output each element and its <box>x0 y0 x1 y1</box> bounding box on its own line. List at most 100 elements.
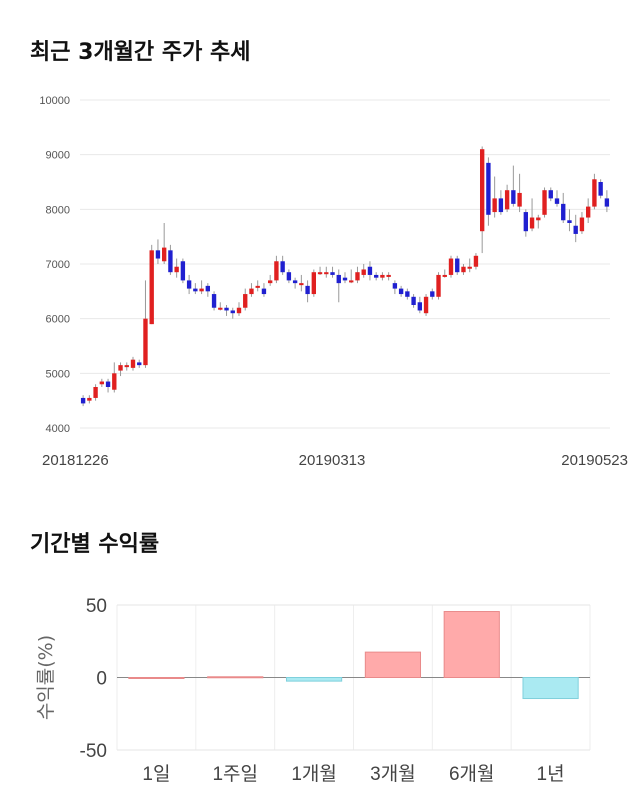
candle <box>561 203 566 221</box>
candle <box>168 250 173 273</box>
y-tick-label: 8000 <box>46 204 70 216</box>
candle <box>542 190 547 215</box>
returns-bar-chart: 50 0 -50 1일 1주일 1개월 3개월 6개월 1년 수익률(%) <box>35 596 591 785</box>
candle <box>311 272 317 295</box>
candle <box>305 285 310 295</box>
candle <box>349 280 354 283</box>
candle <box>193 288 198 292</box>
candle <box>249 288 254 295</box>
y-tick-label: 5000 <box>46 368 70 380</box>
candle <box>598 182 603 196</box>
candle <box>455 258 460 273</box>
candle <box>361 269 366 275</box>
candle <box>355 272 360 281</box>
period-returns-title: 기간별 수익률 <box>30 532 160 557</box>
candle <box>517 192 522 207</box>
candle <box>186 280 192 289</box>
candle <box>342 277 348 281</box>
x-tick-label: 1개월 <box>291 763 337 785</box>
candle <box>573 225 578 234</box>
candle <box>548 190 553 199</box>
bar <box>522 677 579 700</box>
candle <box>80 397 86 404</box>
candle <box>430 291 435 297</box>
x-tick-label: 20181226 <box>42 452 109 469</box>
candle <box>236 307 242 314</box>
y-tick-label: 7000 <box>46 259 70 271</box>
x-tick-label: 20190523 <box>561 452 628 469</box>
candlestick-chart: 10000 9000 8000 7000 6000 5000 4000 20181226 201… <box>39 95 628 469</box>
candle <box>218 307 223 310</box>
candle <box>523 212 529 232</box>
candle <box>87 397 92 401</box>
bar <box>443 611 500 678</box>
x-tick-label: 20190313 <box>299 452 366 469</box>
candle <box>224 307 229 311</box>
candle <box>367 266 373 275</box>
candle <box>467 266 472 269</box>
candle <box>93 387 98 398</box>
candle <box>436 274 441 297</box>
candle <box>105 381 111 387</box>
candle <box>504 190 510 210</box>
candle <box>130 359 136 368</box>
x-tick-label: 6개월 <box>449 763 495 785</box>
candle <box>299 283 304 286</box>
candle <box>161 247 167 262</box>
candle <box>473 255 479 267</box>
candle <box>112 373 117 390</box>
candle <box>498 198 504 213</box>
candle <box>99 381 105 385</box>
candle <box>398 288 404 295</box>
candle <box>479 149 485 232</box>
y-tick-label: 6000 <box>46 314 70 326</box>
candle <box>585 206 591 218</box>
candle <box>423 296 429 314</box>
candle <box>336 274 341 284</box>
candle <box>492 198 497 213</box>
candle <box>592 179 597 207</box>
y-tick-label: 50 <box>86 596 107 617</box>
bar <box>207 676 264 679</box>
candle <box>417 302 423 311</box>
candle <box>286 272 292 281</box>
x-tick-label: 1주일 <box>212 763 258 785</box>
candle <box>405 291 410 297</box>
candle <box>211 294 217 308</box>
x-tick-label: 1일 <box>142 763 170 785</box>
candle <box>529 217 535 229</box>
y-tick-label: -50 <box>80 741 107 762</box>
candle <box>205 285 211 292</box>
candle <box>380 274 385 278</box>
candle <box>267 280 273 284</box>
x-tick-label: 3개월 <box>370 763 416 785</box>
candle <box>579 217 585 232</box>
candle <box>448 258 454 275</box>
y-tick-label: 10000 <box>39 95 70 107</box>
candle <box>199 288 204 292</box>
candle <box>180 261 186 281</box>
candle <box>567 220 572 223</box>
y-tick-label: 0 <box>96 669 107 690</box>
candle <box>324 272 329 275</box>
candle <box>536 217 541 221</box>
candle <box>461 266 466 273</box>
candle <box>411 296 416 305</box>
candle <box>118 365 123 371</box>
candle <box>442 274 447 277</box>
candle <box>274 261 279 281</box>
candle <box>149 250 154 325</box>
candle <box>174 266 179 273</box>
candle <box>137 362 142 366</box>
candle <box>261 288 267 295</box>
candle <box>554 198 560 204</box>
candle <box>280 261 285 273</box>
y-tick-label: 4000 <box>46 423 70 435</box>
candle <box>143 318 148 366</box>
candle <box>386 274 391 277</box>
candle <box>317 272 323 275</box>
candle <box>511 190 516 204</box>
candle <box>486 162 491 215</box>
candle <box>373 274 379 278</box>
bar <box>285 677 343 682</box>
